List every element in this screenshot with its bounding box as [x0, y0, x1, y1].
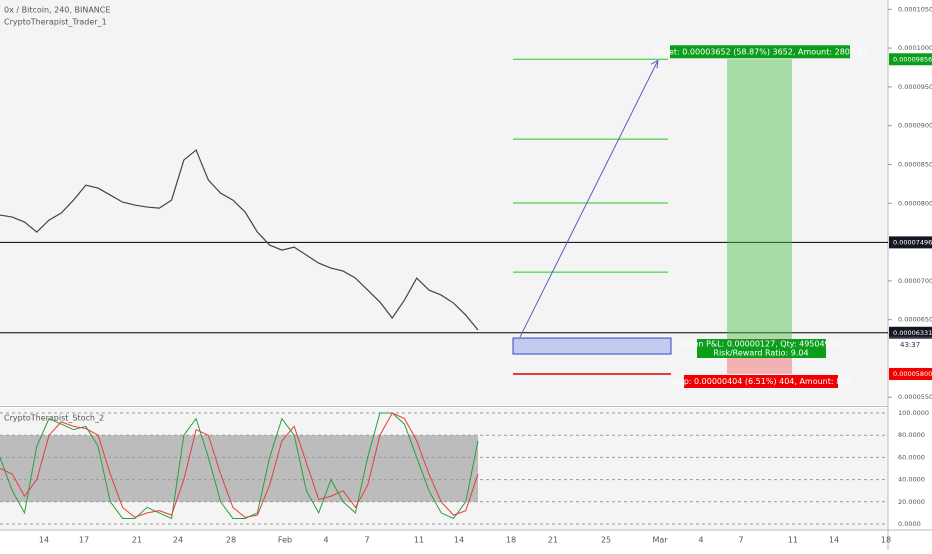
stoch-tick-label: 80.0000 — [898, 431, 925, 439]
date-label: 18 — [506, 536, 516, 545]
target-zone — [727, 59, 792, 339]
price-tag — [889, 53, 932, 66]
date-label: 25 — [601, 536, 611, 545]
price-tag — [889, 326, 932, 339]
date-label: 21 — [548, 536, 558, 545]
date-label: 17 — [79, 536, 89, 545]
stoch-title: CryptoTherapist_Stoch_2 — [4, 414, 104, 423]
date-label: 18 — [881, 536, 891, 545]
date-label: 4 — [698, 536, 703, 545]
strategy-title: CryptoTherapist_Trader_1 — [4, 18, 107, 27]
rr-text: Risk/Reward Ratio: 9.04 — [713, 349, 808, 358]
stoch-tick-label: 40.0000 — [898, 476, 925, 484]
price-tag-label: 0.00005800 — [893, 370, 932, 378]
stoch-tick-label: 20.0000 — [898, 498, 925, 506]
countdown-box — [889, 338, 932, 351]
countdown: 43:37 — [900, 341, 920, 349]
date-label: 28 — [226, 536, 236, 545]
price-pane — [0, 0, 888, 405]
date-label: 21 — [132, 536, 142, 545]
date-label: 11 — [414, 536, 424, 545]
stoch-band — [0, 435, 478, 502]
stoch-tick-label: 0.0000 — [898, 520, 921, 528]
date-label: 7 — [738, 536, 743, 545]
symbol-title: 0x / Bitcoin, 240, BINANCE — [4, 6, 110, 15]
price-tick-label: 0.00005500 — [898, 393, 932, 401]
price-line — [0, 149, 479, 331]
price-tag-label: 0.00007496 — [893, 238, 932, 246]
price-tag-label: 0.00009856 — [893, 55, 932, 63]
price-tag — [889, 236, 932, 249]
date-label: 11 — [788, 536, 798, 545]
target-text: Target: 0.00003652 (58.87%) 3652, Amount… — [651, 47, 867, 56]
date-label: Mar — [652, 536, 668, 545]
price-tag-label: 0.00006331 — [893, 329, 932, 337]
stoch-line — [0, 412, 479, 520]
date-label: Feb — [278, 536, 292, 545]
stoch-tick-label: 60.0000 — [898, 453, 925, 461]
price-tag — [889, 367, 932, 380]
stop-box — [684, 374, 838, 388]
date-label: 14 — [829, 536, 839, 545]
pnl-text: Open P&L: 0.00000127, Qty: 49504950 — [682, 340, 840, 349]
date-label: 7 — [364, 536, 369, 545]
entry-box — [512, 337, 672, 355]
arrow-head — [650, 59, 659, 69]
target-box — [670, 45, 850, 59]
date-label: 14 — [39, 536, 49, 545]
projection-arrow — [519, 60, 659, 338]
pnl-box — [697, 339, 826, 358]
date-label: 14 — [454, 536, 464, 545]
date-label: 4 — [323, 536, 328, 545]
stoch-tick-label: 100.0000 — [898, 409, 929, 417]
stop-text: Stop: 0.00000404 (6.51%) 404, Amount: 80… — [671, 377, 852, 386]
stoch-pane — [0, 408, 888, 530]
stoch-line — [0, 412, 479, 518]
date-label: 24 — [173, 536, 183, 545]
